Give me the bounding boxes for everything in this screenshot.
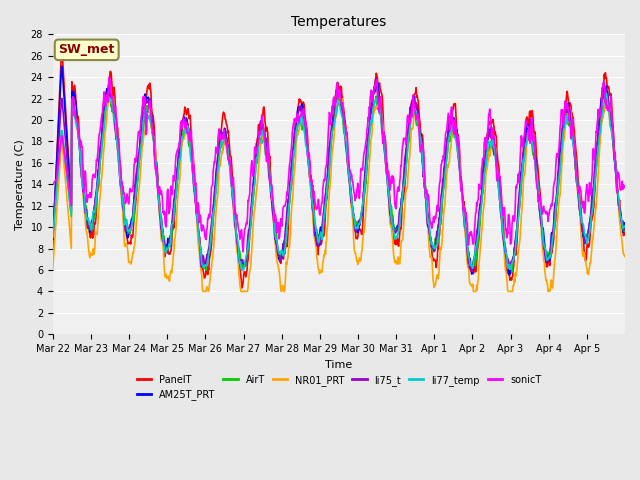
sonicT xyxy=(119,184,127,190)
PanelT xyxy=(238,285,246,291)
Line: li75_t: li75_t xyxy=(52,79,625,272)
Line: AM25T_PRT: AM25T_PRT xyxy=(52,66,625,275)
li77_temp xyxy=(437,207,445,213)
AM25T_PRT xyxy=(506,272,513,278)
Line: PanelT: PanelT xyxy=(52,50,625,288)
li77_temp xyxy=(602,90,610,96)
PanelT xyxy=(621,227,629,233)
NR01_PRT xyxy=(552,250,559,255)
NR01_PRT xyxy=(152,165,160,170)
li75_t xyxy=(621,222,629,228)
AirT xyxy=(437,212,445,217)
PanelT xyxy=(410,92,418,97)
AirT xyxy=(621,227,629,233)
AirT xyxy=(518,176,525,181)
PanelT xyxy=(552,218,559,224)
AM25T_PRT xyxy=(410,101,417,107)
AM25T_PRT xyxy=(58,63,65,69)
li75_t xyxy=(468,269,476,275)
NR01_PRT xyxy=(107,96,115,101)
sonicT xyxy=(105,74,113,80)
sonicT xyxy=(239,249,247,255)
AM25T_PRT xyxy=(552,199,559,204)
NR01_PRT xyxy=(518,208,525,214)
sonicT xyxy=(518,139,525,145)
AirT xyxy=(410,108,417,114)
li77_temp xyxy=(518,179,525,184)
Text: SW_met: SW_met xyxy=(58,43,115,56)
AirT xyxy=(372,93,380,99)
li75_t xyxy=(437,193,445,199)
li77_temp xyxy=(621,224,629,230)
Title: Temperatures: Temperatures xyxy=(291,15,387,29)
AM25T_PRT xyxy=(437,200,445,206)
NR01_PRT xyxy=(621,254,629,260)
sonicT xyxy=(410,102,418,108)
li75_t xyxy=(152,163,160,168)
li75_t xyxy=(552,201,559,207)
AM25T_PRT xyxy=(621,221,629,227)
sonicT xyxy=(552,165,559,170)
PanelT xyxy=(152,158,160,164)
AirT xyxy=(508,269,516,275)
NR01_PRT xyxy=(438,242,445,248)
PanelT xyxy=(438,208,445,214)
li77_temp xyxy=(49,234,56,240)
li75_t xyxy=(410,104,417,109)
AirT xyxy=(152,164,160,170)
NR01_PRT xyxy=(49,266,56,272)
NR01_PRT xyxy=(199,288,207,294)
Y-axis label: Temperature (C): Temperature (C) xyxy=(15,139,25,229)
PanelT xyxy=(119,209,127,215)
li77_temp xyxy=(152,160,160,166)
Line: AirT: AirT xyxy=(52,96,625,272)
li77_temp xyxy=(238,268,246,274)
NR01_PRT xyxy=(410,114,418,120)
li77_temp xyxy=(119,201,127,206)
Line: NR01_PRT: NR01_PRT xyxy=(52,98,625,291)
AM25T_PRT xyxy=(49,236,56,242)
Line: sonicT: sonicT xyxy=(52,77,625,252)
li75_t xyxy=(518,161,525,167)
li75_t xyxy=(372,76,380,82)
sonicT xyxy=(152,164,160,169)
li77_temp xyxy=(551,215,559,220)
AM25T_PRT xyxy=(518,170,525,176)
AirT xyxy=(552,209,559,215)
li77_temp xyxy=(410,109,417,115)
Legend: PanelT, AM25T_PRT, AirT, NR01_PRT, li75_t, li77_temp, sonicT: PanelT, AM25T_PRT, AirT, NR01_PRT, li75_… xyxy=(132,371,545,404)
X-axis label: Time: Time xyxy=(325,360,353,370)
li75_t xyxy=(119,204,127,210)
li75_t xyxy=(49,230,56,236)
AirT xyxy=(49,234,56,240)
AM25T_PRT xyxy=(152,165,160,170)
Line: li77_temp: li77_temp xyxy=(52,93,625,271)
sonicT xyxy=(438,160,445,166)
PanelT xyxy=(49,245,56,251)
NR01_PRT xyxy=(119,217,127,223)
AM25T_PRT xyxy=(119,199,127,204)
AirT xyxy=(119,195,127,201)
PanelT xyxy=(518,173,525,179)
sonicT xyxy=(49,181,56,187)
PanelT xyxy=(58,48,65,53)
sonicT xyxy=(621,185,629,191)
